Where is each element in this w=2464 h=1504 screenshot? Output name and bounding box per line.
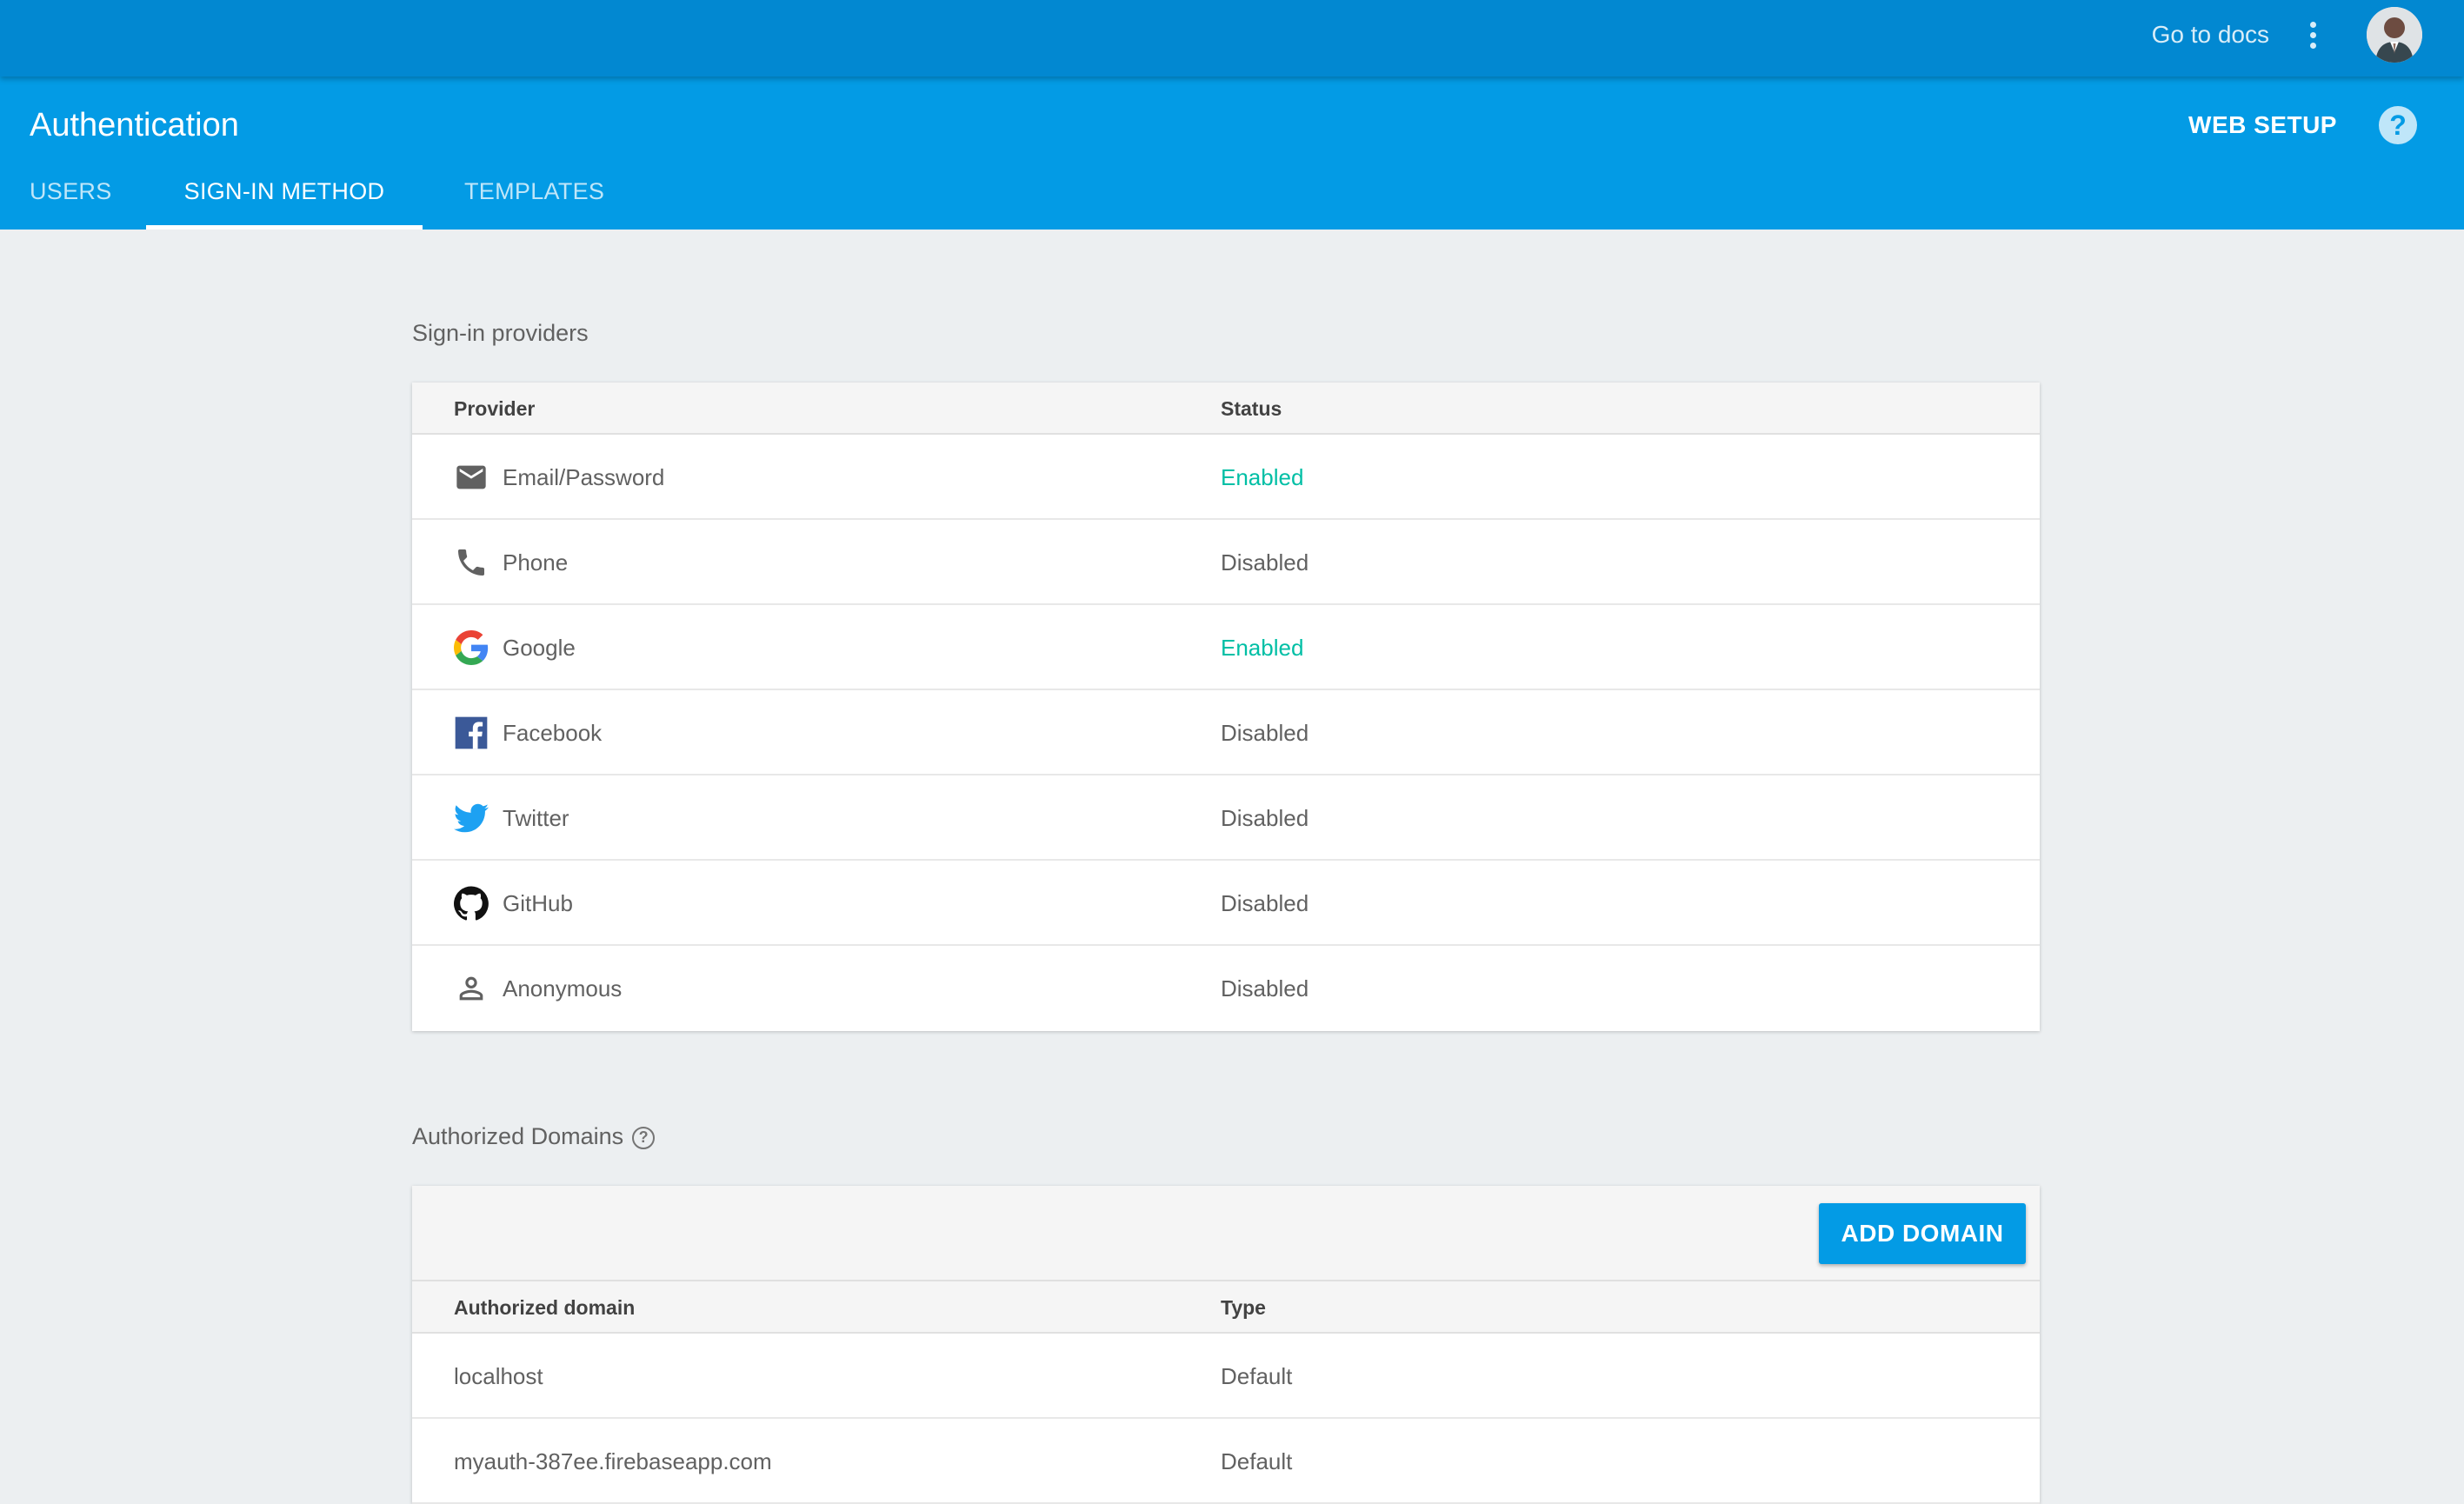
provider-status: Disabled: [1221, 975, 1309, 1002]
provider-status: Disabled: [1221, 890, 1309, 916]
web-setup-button[interactable]: WEB SETUP: [2188, 111, 2337, 138]
provider-row-anonymous[interactable]: Anonymous Disabled: [412, 946, 2040, 1031]
provider-name: Phone: [503, 549, 569, 576]
provider-row-facebook[interactable]: Facebook Disabled: [412, 690, 2040, 775]
domains-table-header: Authorized domain Type: [412, 1281, 2040, 1334]
providers-table: Provider Status Email/Password Enabled P…: [412, 383, 2040, 1031]
provider-row-phone[interactable]: Phone Disabled: [412, 520, 2040, 605]
help-icon[interactable]: ?: [2379, 106, 2417, 144]
provider-status: Disabled: [1221, 720, 1309, 746]
providers-table-header: Provider Status: [412, 383, 2040, 435]
provider-status: Disabled: [1221, 549, 1309, 576]
email-icon: [456, 465, 486, 489]
user-avatar[interactable]: [2367, 7, 2422, 63]
provider-status: Enabled: [1221, 635, 1304, 661]
tab-users[interactable]: USERS: [30, 178, 112, 204]
authorized-domains-label: Authorized Domains: [412, 1123, 624, 1149]
go-to-docs-link[interactable]: Go to docs: [2151, 21, 2269, 48]
provider-status: Disabled: [1221, 805, 1309, 831]
provider-name: Facebook: [503, 720, 603, 746]
provider-row-email[interactable]: Email/Password Enabled: [412, 435, 2040, 520]
provider-row-github[interactable]: GitHub Disabled: [412, 861, 2040, 946]
provider-name: Twitter: [503, 805, 569, 831]
phone-icon: [458, 549, 484, 576]
provider-status: Enabled: [1221, 464, 1304, 490]
authorized-domains-title: Authorized Domains?: [412, 1121, 656, 1151]
help-outline-icon[interactable]: ?: [632, 1127, 656, 1149]
domain-type: Default: [1221, 1448, 1293, 1474]
more-vert-icon[interactable]: [2304, 19, 2321, 54]
sign-in-providers-title: Sign-in providers: [412, 320, 589, 346]
provider-column-header: Provider: [454, 397, 536, 420]
page-header: Authentication WEB SETUP ? USERS SIGN-IN…: [0, 77, 2464, 230]
type-column-header: Type: [1221, 1296, 1266, 1319]
status-column-header: Status: [1221, 397, 1282, 420]
tab-templates[interactable]: TEMPLATES: [464, 178, 605, 204]
google-icon: [454, 630, 489, 665]
domain-row[interactable]: localhost Default: [412, 1334, 2040, 1419]
domains-toolbar: ADD DOMAIN: [412, 1186, 2040, 1281]
domain-column-header: Authorized domain: [454, 1296, 636, 1319]
github-icon: [454, 886, 489, 921]
provider-name: GitHub: [503, 890, 573, 916]
facebook-icon: [455, 716, 488, 749]
provider-name: Email/Password: [503, 464, 665, 490]
domain-name: myauth-387ee.firebaseapp.com: [454, 1448, 772, 1474]
domain-name: localhost: [454, 1363, 543, 1389]
domain-row[interactable]: myauth-387ee.firebaseapp.com Default: [412, 1419, 2040, 1504]
page-title: Authentication: [30, 107, 239, 143]
provider-row-google[interactable]: Google Enabled: [412, 605, 2040, 690]
domain-type: Default: [1221, 1363, 1293, 1389]
person-icon: [459, 976, 483, 1001]
domains-table: ADD DOMAIN Authorized domain Type localh…: [412, 1186, 2040, 1504]
twitter-icon: [454, 803, 489, 833]
provider-name: Anonymous: [503, 975, 623, 1002]
tab-sign-in-method[interactable]: SIGN-IN METHOD: [146, 167, 423, 230]
provider-row-twitter[interactable]: Twitter Disabled: [412, 775, 2040, 861]
provider-name: Google: [503, 635, 576, 661]
add-domain-button[interactable]: ADD DOMAIN: [1819, 1203, 2026, 1264]
top-app-bar: Go to docs: [0, 0, 2464, 77]
